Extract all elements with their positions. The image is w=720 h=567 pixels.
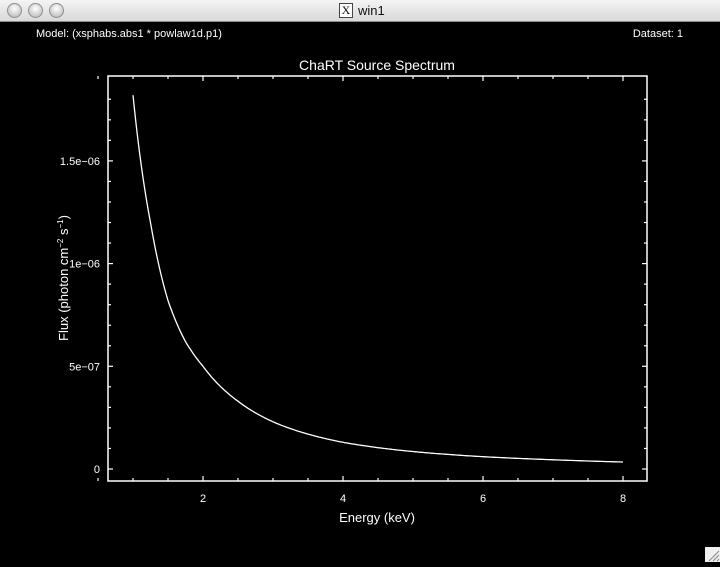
close-button[interactable]	[7, 3, 22, 18]
y-axis-label: Flux (photon cm−2 s−1)	[56, 215, 71, 341]
svg-text:5e−07: 5e−07	[69, 361, 100, 373]
svg-text:0: 0	[94, 464, 100, 476]
resize-grip-icon[interactable]	[705, 547, 720, 562]
svg-text:4: 4	[340, 493, 346, 505]
zoom-button[interactable]	[49, 3, 64, 18]
axis-ticks	[97, 76, 647, 481]
window-title-text: win1	[358, 3, 385, 18]
chart-title: ChaRT Source Spectrum	[299, 57, 455, 73]
tick-labels: 2 4 6 8 0 5e−07 1e−06 1.5e−06	[60, 156, 626, 505]
window-titlebar: X win1	[0, 0, 720, 22]
spectrum-line	[132, 95, 623, 463]
x11-icon: X	[339, 3, 353, 18]
svg-text:8: 8	[620, 493, 626, 505]
svg-text:1e−06: 1e−06	[69, 259, 100, 271]
svg-text:6: 6	[480, 493, 486, 505]
x-axis-label: Energy (keV)	[339, 510, 415, 525]
plot-frame	[107, 75, 648, 482]
svg-text:2: 2	[200, 493, 206, 505]
minimize-button[interactable]	[28, 3, 43, 18]
model-label: Model: (xsphabs.abs1 * powlaw1d.p1)	[36, 28, 222, 40]
dataset-label: Dataset: 1	[632, 28, 683, 40]
window-title: X win1	[339, 3, 385, 18]
svg-text:1.5e−06: 1.5e−06	[60, 156, 100, 168]
